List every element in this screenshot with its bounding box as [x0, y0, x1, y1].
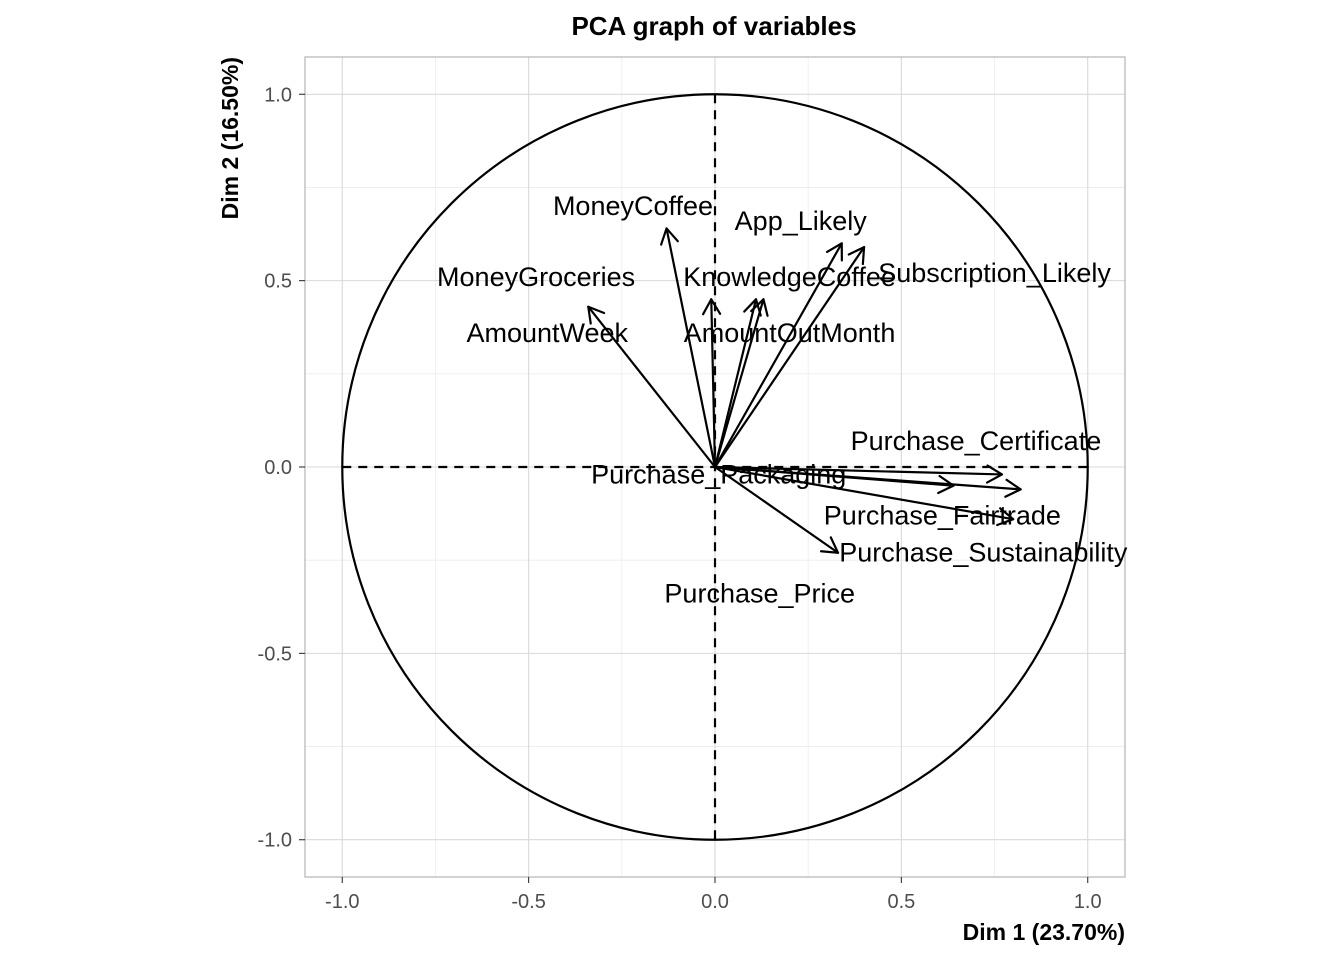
arrowhead-purchase-packaging — [937, 474, 955, 495]
chart-title: PCA graph of variables — [571, 11, 856, 41]
arrow-moneycoffee — [665, 227, 717, 469]
arrow-app-likely — [713, 242, 843, 469]
arrowhead-app-likely — [825, 242, 843, 262]
label-amountoutmonth: AmountOutMonth — [684, 318, 896, 348]
arrow-purchase-sustainability — [713, 465, 1015, 521]
arrow-amountoutmonth — [713, 298, 765, 469]
label-subscription-likely: Subscription_Likely — [878, 258, 1111, 288]
arrowhead-amountoutmonth — [750, 298, 769, 317]
y-tick-label: -0.5 — [258, 643, 292, 665]
axis-ticks: -1.0 -0.5 0.0 0.5 1.0 -1.0 -0.5 0.0 0.5 1.0 — [258, 84, 1102, 913]
y-tick-label: 0.0 — [264, 457, 292, 479]
x-tick-label: -0.5 — [511, 891, 545, 913]
arrowhead-subscription-likely — [847, 245, 866, 266]
y-tick-label: 0.5 — [264, 271, 292, 293]
y-axis-title: Dim 2 (16.50%) — [217, 57, 243, 219]
variable-labels: MoneyCoffee App_Likely Subscription_Likely… — [437, 191, 1128, 609]
y-tick-label: -1.0 — [258, 830, 292, 852]
x-tick-label: 0.0 — [701, 891, 729, 913]
x-axis-title: Dim 1 (23.70%) — [963, 919, 1125, 945]
x-tick-label: -1.0 — [325, 891, 359, 913]
arrowhead-purchase-price — [819, 536, 840, 554]
label-purchase-price: Purchase_Price — [664, 579, 855, 609]
arrowhead-moneycoffee — [660, 227, 679, 246]
label-amountweek: AmountWeek — [466, 318, 628, 348]
arrow-knowledgecoffee — [713, 298, 758, 469]
x-tick-label: 1.0 — [1074, 891, 1102, 913]
variable-arrows — [587, 227, 1022, 554]
label-purchase-packaging: Purchase_Packaging — [591, 459, 846, 489]
label-purchase-sustainability: Purchase_Sustainability — [839, 538, 1128, 568]
arrowhead-purchase-sustainability — [996, 507, 1015, 527]
arrow-subscription-likely — [713, 245, 866, 469]
x-tick-label: 0.5 — [887, 891, 915, 913]
arrowhead-amountweek — [587, 305, 606, 325]
label-purchase-fairtrade: Purchase_Fairtrade — [824, 500, 1061, 530]
arrow-purchase-certificate — [713, 465, 1004, 476]
arrowhead-purchase-certificate — [985, 464, 1004, 484]
y-tick-label: 1.0 — [264, 84, 292, 106]
arrow-amountweek — [587, 305, 717, 469]
arrow-purchase-price — [713, 465, 840, 554]
arrowhead-moneygroceries — [702, 298, 722, 316]
label-app-likely: App_Likely — [735, 206, 868, 236]
arrow-purchase-fairtrade — [713, 465, 1022, 491]
arrow-moneygroceries — [710, 298, 717, 469]
label-purchase-certificate: Purchase_Certificate — [851, 426, 1102, 456]
arrowhead-purchase-fairtrade — [1004, 478, 1022, 498]
label-knowledgecoffee: KnowledgeCoffee — [683, 262, 896, 292]
label-moneycoffee: MoneyCoffee — [553, 191, 713, 221]
label-moneygroceries: MoneyGroceries — [437, 262, 635, 292]
